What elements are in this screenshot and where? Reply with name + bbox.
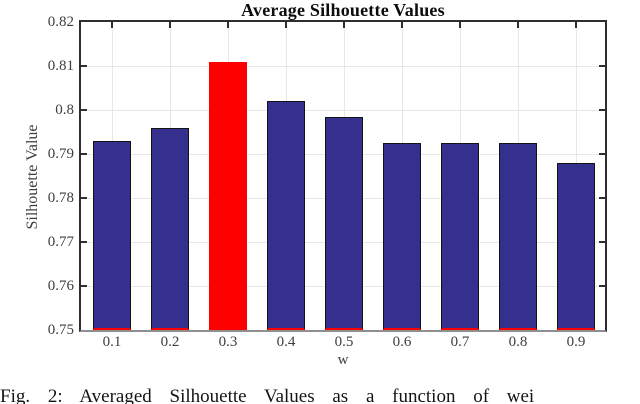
x-tick-label: 0.4 [276,334,296,350]
y-tick-label: 0.77 [47,234,74,250]
bar-highlighted [209,62,247,330]
y-tick-mark [599,285,605,287]
y-tick-label: 0.79 [47,146,74,162]
x-tick-label: 0.1 [102,334,122,350]
y-tick-label: 0.82 [47,14,74,30]
bar [325,117,363,330]
y-tick-label: 0.75 [47,322,74,338]
y-tick-mark [599,241,605,243]
x-tick-label: 0.9 [566,334,586,350]
x-tick-mark [111,22,113,28]
chart-title: Average Silhouette Values [241,0,445,20]
x-axis-label: w [337,352,349,368]
bar [93,141,131,330]
bar [383,143,421,330]
y-tick-mark [81,197,87,199]
y-tick-mark [81,153,87,155]
y-tick-label: 0.81 [47,58,74,74]
y-tick-mark [81,285,87,287]
h-gridline [81,110,605,111]
bar [557,163,595,330]
x-tick-mark [575,22,577,28]
x-tick-label: 0.8 [508,334,528,350]
y-tick-mark [81,65,87,67]
x-tick-mark [401,22,403,28]
x-tick-label: 0.6 [392,334,412,350]
bar [499,143,537,330]
y-tick-label: 0.78 [47,190,74,206]
x-tick-label: 0.7 [450,334,470,350]
x-tick-mark [169,22,171,28]
y-tick-mark [599,197,605,199]
y-tick-mark [81,241,87,243]
y-tick-mark [599,65,605,67]
x-tick-mark [227,22,229,28]
x-tick-mark [459,22,461,28]
bar [267,101,305,330]
y-tick-mark [599,153,605,155]
x-tick-label: 0.2 [160,334,180,350]
y-tick-mark [599,109,605,111]
x-tick-mark [343,22,345,28]
y-tick-label: 0.76 [47,278,74,294]
x-tick-label: 0.3 [218,334,238,350]
plot-area [79,20,607,332]
x-tick-mark [517,22,519,28]
figure-caption: Fig. 2: Averaged Silhouette Values as a … [0,386,535,404]
y-tick-label: 0.8 [55,102,74,118]
bar [441,143,479,330]
y-tick-mark [81,109,87,111]
bar [151,128,189,330]
x-tick-label: 0.5 [334,334,354,350]
x-tick-mark [285,22,287,28]
h-gridline [81,66,605,67]
